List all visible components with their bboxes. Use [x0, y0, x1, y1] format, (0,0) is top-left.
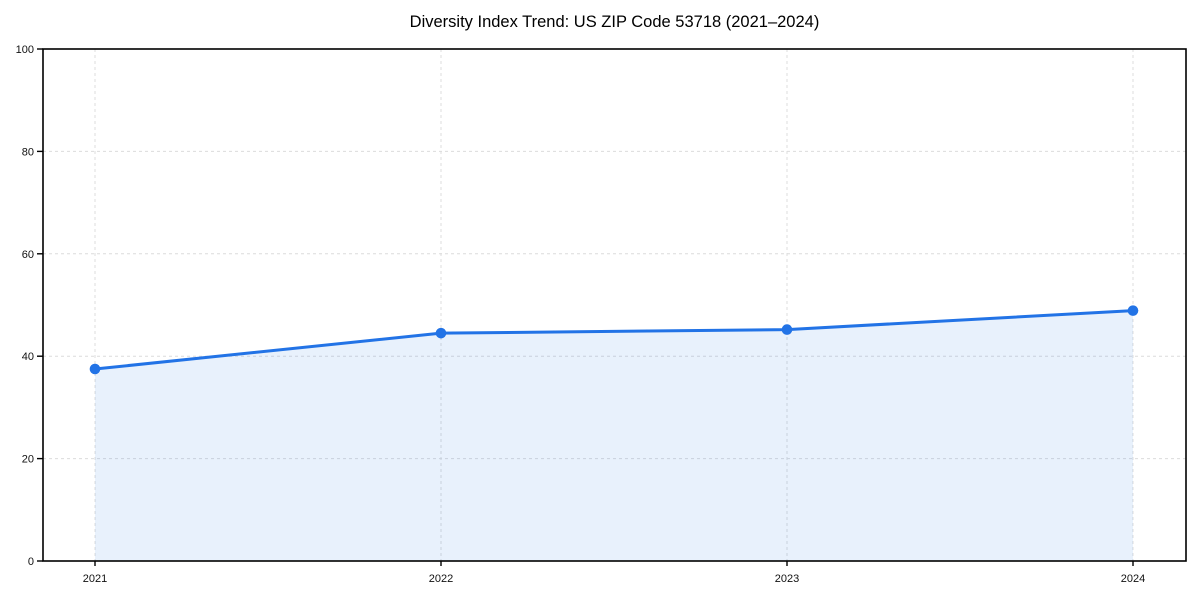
- y-tick-label: 80: [22, 146, 34, 158]
- x-tick-label: 2021: [83, 573, 107, 585]
- plot-border: [42, 48, 1187, 562]
- y-tick-label: 0: [28, 556, 34, 568]
- x-tick-label: 2023: [775, 573, 799, 585]
- y-tick-label: 100: [16, 44, 34, 56]
- data-point: [781, 324, 793, 335]
- y-tick-label: 40: [22, 351, 34, 363]
- chart-title: Diversity Index Trend: US ZIP Code 53718…: [409, 13, 820, 31]
- trend-line: [93, 309, 1135, 371]
- x-tick-label: 2022: [429, 573, 453, 585]
- x-tick-label: 2024: [1121, 573, 1145, 585]
- data-point: [435, 327, 447, 339]
- area-fill: [95, 310, 1133, 561]
- y-tick-label: 60: [22, 249, 34, 261]
- data-point: [89, 363, 101, 375]
- y-tick-label: 20: [22, 454, 34, 466]
- data-point: [1127, 305, 1139, 316]
